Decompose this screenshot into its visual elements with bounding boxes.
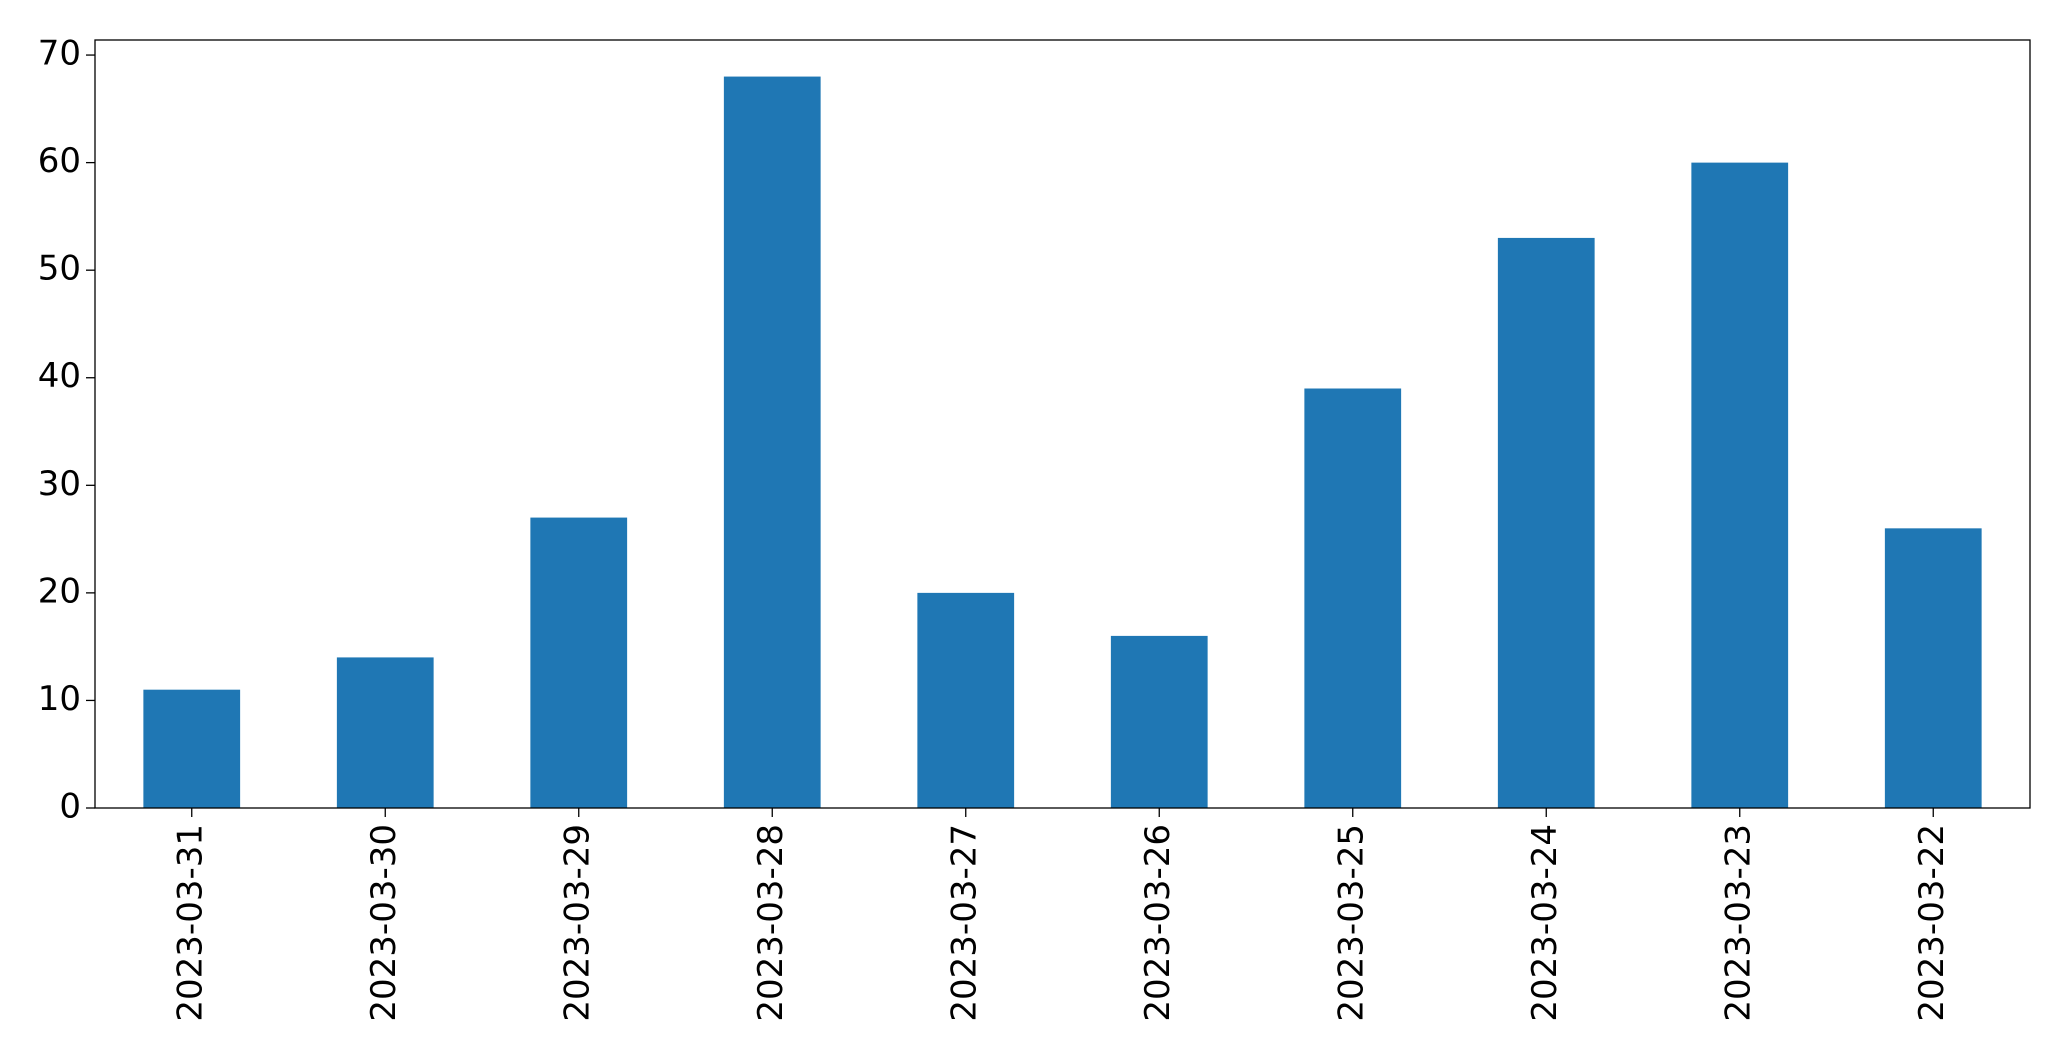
bar — [530, 517, 628, 808]
y-tick-label: 20 — [38, 571, 81, 611]
bar — [1304, 388, 1402, 808]
bar — [1884, 528, 1982, 808]
x-tick-label: 2023-03-28 — [751, 824, 791, 1022]
x-tick-label: 2023-03-27 — [944, 824, 984, 1022]
bar — [1691, 162, 1789, 809]
bar — [723, 76, 821, 809]
plot-frame — [94, 39, 2031, 809]
x-tick-label: 2023-03-22 — [1912, 824, 1952, 1022]
y-tick-label: 70 — [38, 34, 81, 74]
bar — [917, 592, 1015, 808]
bar — [1497, 237, 1595, 809]
y-tick-label: 10 — [38, 679, 81, 719]
x-tick-label: 2023-03-25 — [1331, 824, 1371, 1022]
bar — [1110, 635, 1208, 808]
x-tick-label: 2023-03-26 — [1138, 824, 1178, 1022]
y-tick-label: 50 — [38, 249, 81, 289]
x-tick-label: 2023-03-30 — [364, 824, 404, 1022]
x-tick-label: 2023-03-29 — [557, 824, 597, 1022]
y-tick-label: 30 — [38, 464, 81, 504]
x-tick-label: 2023-03-31 — [170, 824, 210, 1022]
x-tick-label: 2023-03-23 — [1718, 824, 1758, 1022]
y-tick-label: 60 — [38, 141, 81, 181]
y-tick-label: 40 — [38, 356, 81, 396]
y-tick-label: 0 — [59, 787, 81, 827]
x-tick-label: 2023-03-24 — [1525, 824, 1565, 1022]
bar — [143, 689, 241, 808]
bar — [336, 657, 434, 808]
